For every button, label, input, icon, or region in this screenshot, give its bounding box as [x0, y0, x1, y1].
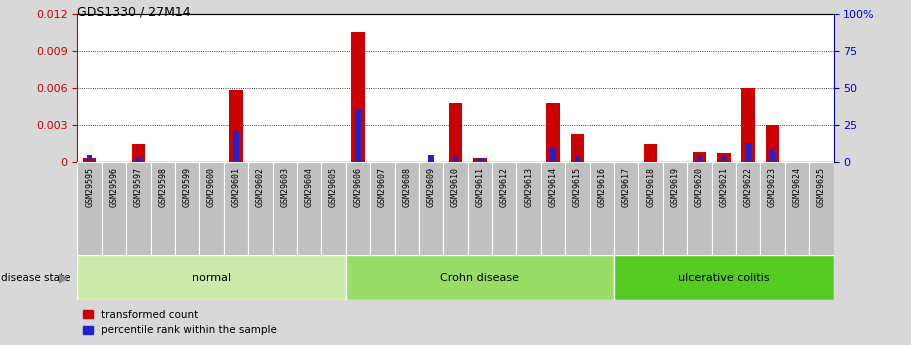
Bar: [83, 158, 97, 162]
Text: GSM29622: GSM29622: [743, 167, 752, 207]
Text: GSM29600: GSM29600: [207, 167, 216, 207]
Bar: [428, 155, 434, 162]
Bar: [150, 162, 175, 255]
Text: GSM29603: GSM29603: [281, 167, 290, 207]
Bar: [419, 162, 444, 255]
Bar: [352, 32, 364, 162]
Text: GSM29625: GSM29625: [817, 167, 826, 207]
Bar: [355, 110, 361, 162]
Text: ulcerative colitis: ulcerative colitis: [678, 273, 770, 283]
Text: GSM29601: GSM29601: [231, 167, 241, 207]
Bar: [784, 162, 809, 255]
Legend: transformed count, percentile rank within the sample: transformed count, percentile rank withi…: [83, 310, 277, 335]
Bar: [745, 143, 751, 162]
Bar: [711, 162, 736, 255]
Text: GSM29617: GSM29617: [621, 167, 630, 207]
Text: ▶: ▶: [58, 271, 68, 284]
Text: GSM29623: GSM29623: [768, 167, 777, 207]
Bar: [575, 155, 580, 162]
Bar: [444, 162, 467, 255]
Text: GSM29613: GSM29613: [524, 167, 533, 207]
Bar: [692, 152, 706, 162]
Text: GSM29612: GSM29612: [500, 167, 508, 207]
Text: GSM29599: GSM29599: [183, 167, 191, 207]
Bar: [132, 144, 145, 162]
Bar: [77, 162, 102, 255]
Bar: [467, 162, 492, 255]
Text: GSM29596: GSM29596: [109, 167, 118, 207]
Text: GSM29597: GSM29597: [134, 167, 143, 207]
Bar: [394, 162, 419, 255]
Text: GSM29595: GSM29595: [85, 167, 94, 207]
Bar: [224, 162, 248, 255]
Bar: [272, 162, 297, 255]
Bar: [766, 125, 779, 162]
Bar: [77, 255, 346, 300]
Bar: [742, 88, 755, 162]
Bar: [639, 162, 663, 255]
Bar: [175, 162, 200, 255]
Bar: [687, 162, 711, 255]
Text: GSM29621: GSM29621: [720, 167, 728, 207]
Text: GSM29604: GSM29604: [304, 167, 313, 207]
Bar: [571, 134, 584, 162]
Text: GSM29607: GSM29607: [378, 167, 387, 207]
Text: Crohn disease: Crohn disease: [440, 273, 519, 283]
Bar: [614, 255, 834, 300]
Bar: [717, 154, 731, 162]
Bar: [449, 103, 462, 162]
Text: GSM29614: GSM29614: [548, 167, 558, 207]
Bar: [761, 162, 784, 255]
Bar: [87, 155, 92, 162]
Bar: [370, 162, 394, 255]
Text: GSM29610: GSM29610: [451, 167, 460, 207]
Text: disease state: disease state: [1, 273, 70, 283]
Bar: [248, 162, 272, 255]
Text: GSM29615: GSM29615: [573, 167, 582, 207]
Text: GSM29602: GSM29602: [256, 167, 265, 207]
Bar: [589, 162, 614, 255]
Text: GSM29605: GSM29605: [329, 167, 338, 207]
Bar: [663, 162, 687, 255]
Text: GSM29619: GSM29619: [670, 167, 680, 207]
Bar: [477, 158, 483, 162]
Bar: [517, 162, 541, 255]
Text: GSM29606: GSM29606: [353, 167, 363, 207]
Bar: [770, 150, 775, 162]
Text: GSM29608: GSM29608: [403, 167, 411, 207]
Bar: [565, 162, 589, 255]
Bar: [697, 155, 702, 162]
Text: GDS1330 / 27M14: GDS1330 / 27M14: [77, 5, 191, 18]
Bar: [550, 147, 556, 162]
Text: GSM29609: GSM29609: [426, 167, 435, 207]
Bar: [136, 158, 141, 162]
Bar: [230, 90, 242, 162]
Text: GSM29611: GSM29611: [476, 167, 485, 207]
Bar: [322, 162, 346, 255]
Text: GSM29618: GSM29618: [646, 167, 655, 207]
Bar: [492, 162, 517, 255]
Bar: [473, 158, 486, 162]
Bar: [200, 162, 224, 255]
Bar: [297, 162, 322, 255]
Text: GSM29620: GSM29620: [695, 167, 704, 207]
Bar: [809, 162, 834, 255]
Bar: [547, 103, 559, 162]
Bar: [722, 155, 726, 162]
Bar: [453, 155, 458, 162]
Bar: [346, 255, 614, 300]
Bar: [102, 162, 127, 255]
Bar: [614, 162, 639, 255]
Bar: [541, 162, 565, 255]
Text: normal: normal: [192, 273, 231, 283]
Bar: [644, 144, 658, 162]
Bar: [346, 162, 370, 255]
Bar: [233, 131, 239, 162]
Text: GSM29616: GSM29616: [598, 167, 607, 207]
Text: GSM29598: GSM29598: [159, 167, 168, 207]
Text: GSM29624: GSM29624: [793, 167, 802, 207]
Bar: [127, 162, 150, 255]
Bar: [736, 162, 761, 255]
